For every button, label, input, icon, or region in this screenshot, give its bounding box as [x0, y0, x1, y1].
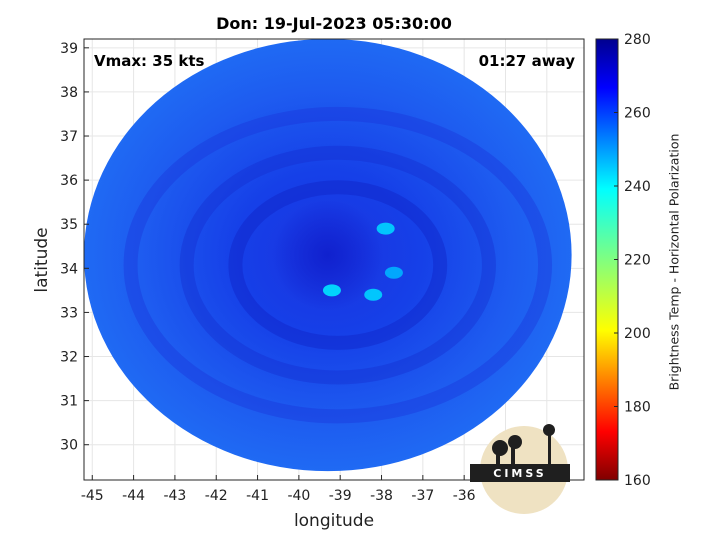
y-tick-label: 33	[60, 305, 78, 321]
y-axis-label: latitude	[32, 227, 52, 293]
bright-feature	[364, 288, 383, 301]
x-tick-label: -36	[453, 488, 476, 504]
colorbar-tick-label: 160	[624, 473, 651, 489]
x-tick-label: -45	[81, 488, 104, 504]
x-tick-label: -37	[411, 488, 434, 504]
x-tick-label: -40	[287, 488, 310, 504]
y-tick-label: 36	[60, 173, 78, 189]
colorbar-ticks: 280 260 240 220 200 180 160	[614, 32, 651, 489]
y-axis: 30 31 32 33 34 35 36 37 38 39	[60, 41, 89, 454]
colorbar-tick-label: 260	[624, 106, 651, 122]
y-tick-label: 32	[60, 350, 78, 366]
storm-center	[272, 200, 383, 311]
x-tick-label: -41	[246, 488, 269, 504]
x-axis-label: longitude	[293, 511, 375, 531]
y-tick-label: 34	[60, 261, 78, 277]
time-away-label: 01:27 away	[478, 52, 575, 70]
x-tick-label: -38	[370, 488, 393, 504]
x-tick-label: -43	[163, 488, 186, 504]
x-tick-label: -39	[329, 488, 352, 504]
rainband	[123, 106, 553, 424]
rainband	[228, 180, 448, 350]
y-tick-label: 31	[60, 394, 78, 410]
y-tick-label: 35	[60, 217, 78, 233]
bright-feature	[384, 266, 403, 279]
cimss-logo: CIMSS	[470, 424, 570, 514]
y-tick-label: 39	[60, 41, 78, 57]
chart-title: Don: 19-Jul-2023 05:30:00	[216, 14, 452, 33]
colorbar-tick-label: 220	[624, 253, 651, 269]
colorbar-tick-label: 280	[624, 32, 651, 48]
x-tick-label: -44	[122, 488, 145, 504]
swath-layer	[84, 39, 572, 472]
cimss-logo-text: CIMSS	[493, 467, 546, 480]
colorbar-tick-label: 240	[624, 179, 651, 195]
colorbar-label: Brightness Temp - Horizontal Polarizatio…	[666, 133, 682, 391]
x-tick-label: -42	[205, 488, 228, 504]
y-tick-label: 37	[60, 129, 78, 145]
plot-frame	[83, 38, 585, 481]
y-tick-label: 38	[60, 85, 78, 101]
colorbar-tick-label: 200	[624, 326, 651, 342]
colorbar-tick-label: 180	[624, 400, 651, 416]
y-tick-label: 30	[60, 438, 78, 454]
rainband	[179, 145, 496, 385]
bright-feature	[376, 222, 395, 235]
vmax-label: Vmax: 35 kts	[94, 52, 205, 70]
bright-feature	[322, 284, 341, 297]
